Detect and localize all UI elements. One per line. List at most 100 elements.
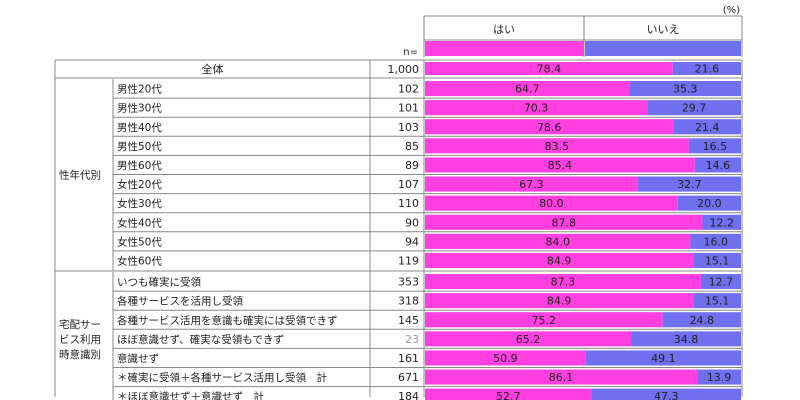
bar-yes-g0-r2 bbox=[425, 119, 674, 135]
row-label-g0-r4: 男性60代 bbox=[117, 159, 162, 172]
row-n-g0-r7: 90 bbox=[405, 216, 419, 229]
row-n-g1-r0: 353 bbox=[398, 276, 419, 289]
row-n-g0-r9: 119 bbox=[398, 254, 419, 267]
value-no-g1-r5: 13.9 bbox=[707, 371, 732, 384]
group-label-1-1: ビス利用 bbox=[59, 334, 101, 346]
percent-unit-label: (%) bbox=[723, 5, 740, 16]
total-row-label: 全体 bbox=[202, 62, 224, 76]
row-n-g1-r4: 161 bbox=[398, 352, 419, 365]
value-yes-g0-r8: 84.0 bbox=[545, 235, 570, 248]
row-label-g0-r9: 女性60代 bbox=[117, 254, 162, 267]
row-label-g0-r0: 男性20代 bbox=[117, 83, 162, 96]
value-no-g1-r4: 49.1 bbox=[651, 352, 676, 365]
bar-no-g0-r0 bbox=[629, 81, 741, 97]
row-label-g0-r1: 男性30代 bbox=[117, 102, 162, 115]
bar-yes-g0-r1 bbox=[425, 100, 648, 116]
value-no-g0-r8: 16.0 bbox=[703, 235, 728, 248]
row-label-g0-r2: 男性40代 bbox=[117, 121, 162, 134]
bar-yes-g0-r7 bbox=[425, 214, 703, 230]
bar-no-g0-r8 bbox=[690, 233, 741, 249]
legend-swatch-no bbox=[585, 41, 741, 56]
group-label-1-2: 時意識別 bbox=[59, 348, 101, 361]
bar-yes-g1-r3 bbox=[425, 331, 632, 347]
bar-yes-g1-r2 bbox=[425, 312, 663, 328]
row-label-g1-r5: ＊確実に受領＋各種サービス活用し受領 計 bbox=[117, 371, 327, 384]
bar-yes-g0-r6 bbox=[425, 195, 678, 211]
value-yes-g1-r1: 84.9 bbox=[547, 295, 572, 308]
bar-no-g1-r0 bbox=[700, 274, 741, 290]
bar-no-g1-r6 bbox=[591, 388, 741, 400]
bar-no-total bbox=[672, 62, 741, 75]
row-label-g0-r7: 女性40代 bbox=[117, 216, 162, 229]
value-yes-g1-r4: 50.9 bbox=[493, 352, 518, 365]
value-no-g0-r4: 14.6 bbox=[706, 159, 731, 172]
value-yes-g0-r4: 85.4 bbox=[548, 159, 573, 172]
row-label-g1-r0: いつも確実に受領 bbox=[117, 276, 201, 289]
value-no-g0-r0: 35.3 bbox=[673, 83, 698, 96]
row-label-g0-r3: 男性50代 bbox=[117, 140, 162, 153]
legend-label-no: いいえ bbox=[647, 23, 680, 36]
row-n-g0-r1: 101 bbox=[398, 102, 419, 115]
legend-label-yes: はい bbox=[493, 23, 515, 36]
bar-yes-g0-r5 bbox=[425, 176, 638, 192]
row-label-g1-r2: 各種サービス活用を意識も確実には受領できず bbox=[117, 314, 338, 327]
bar-no-g0-r2 bbox=[673, 119, 741, 135]
row-label-g1-r6: ＊ほぼ意識せず＋意識せず 計 bbox=[117, 390, 264, 400]
n-header-label: n= bbox=[403, 47, 418, 58]
row-n-g0-r4: 89 bbox=[405, 159, 419, 172]
row-label-g0-r8: 女性50代 bbox=[117, 235, 162, 248]
bar-no-g1-r3 bbox=[631, 331, 741, 347]
group-label-0-0: 性年代別 bbox=[59, 169, 101, 182]
row-label-g0-r5: 女性20代 bbox=[117, 178, 162, 191]
value-yes-g0-r3: 83.5 bbox=[545, 140, 570, 153]
value-yes-g1-r5: 86.1 bbox=[549, 371, 574, 384]
bar-yes-g0-r4 bbox=[425, 157, 695, 173]
bar-yes-g0-r8 bbox=[425, 233, 691, 249]
row-label-g1-r3: ほぼ意識せず、確実な受領もできず bbox=[117, 333, 284, 346]
bar-yes-g0-r0 bbox=[425, 81, 630, 97]
bar-no-g0-r9 bbox=[693, 252, 741, 268]
value-yes-g0-r1: 70.3 bbox=[524, 102, 549, 115]
value-yes-g0-r6: 80.0 bbox=[539, 197, 564, 210]
value-no-g1-r1: 15.1 bbox=[705, 295, 730, 308]
bar-no-g0-r4 bbox=[694, 157, 741, 173]
value-yes-g1-r0: 87.3 bbox=[551, 276, 576, 289]
total-row-n: 1,000 bbox=[388, 63, 420, 76]
legend-swatch-yes bbox=[425, 41, 584, 56]
bar-no-g0-r1 bbox=[647, 100, 741, 116]
row-n-g1-r5: 671 bbox=[398, 371, 419, 384]
bar-yes-g1-r6 bbox=[425, 388, 592, 400]
bar-yes-g1-r1 bbox=[425, 293, 694, 309]
row-n-g0-r2: 103 bbox=[398, 121, 419, 134]
value-no-g1-r6: 47.3 bbox=[654, 390, 679, 400]
bar-yes-g1-r0 bbox=[425, 274, 701, 290]
row-n-g0-r5: 107 bbox=[398, 178, 419, 191]
value-no-g0-r1: 29.7 bbox=[682, 102, 707, 115]
row-n-g0-r0: 102 bbox=[398, 83, 419, 96]
value-no-total: 21.6 bbox=[695, 63, 720, 76]
row-n-g0-r6: 110 bbox=[398, 197, 419, 210]
value-no-g1-r0: 12.7 bbox=[709, 276, 734, 289]
bar-yes-g0-r9 bbox=[425, 252, 694, 268]
row-n-g0-r3: 85 bbox=[405, 140, 419, 153]
group-label-1-0: 宅配サー bbox=[59, 318, 101, 331]
value-yes-g0-r7: 87.8 bbox=[551, 216, 576, 229]
value-yes-g1-r2: 75.2 bbox=[532, 314, 557, 327]
value-no-g0-r6: 20.0 bbox=[697, 197, 722, 210]
row-n-g1-r6: 184 bbox=[398, 390, 419, 400]
row-n-g1-r2: 145 bbox=[398, 314, 419, 327]
row-n-g1-r3: 23 bbox=[405, 333, 419, 346]
value-no-g0-r3: 16.5 bbox=[703, 140, 728, 153]
value-no-g0-r5: 32.7 bbox=[677, 178, 702, 191]
bar-no-g1-r5 bbox=[697, 369, 741, 385]
row-label-g0-r6: 女性30代 bbox=[117, 197, 162, 210]
row-n-g0-r8: 94 bbox=[405, 235, 419, 248]
bar-yes-total bbox=[425, 62, 673, 75]
bar-no-g0-r3 bbox=[688, 138, 741, 154]
row-label-g1-r4: 意識せず bbox=[117, 352, 159, 365]
value-no-g0-r9: 15.1 bbox=[705, 254, 730, 267]
bar-yes-g1-r5 bbox=[425, 369, 698, 385]
bar-no-g1-r2 bbox=[662, 312, 741, 328]
row-n-g1-r1: 318 bbox=[398, 295, 419, 308]
